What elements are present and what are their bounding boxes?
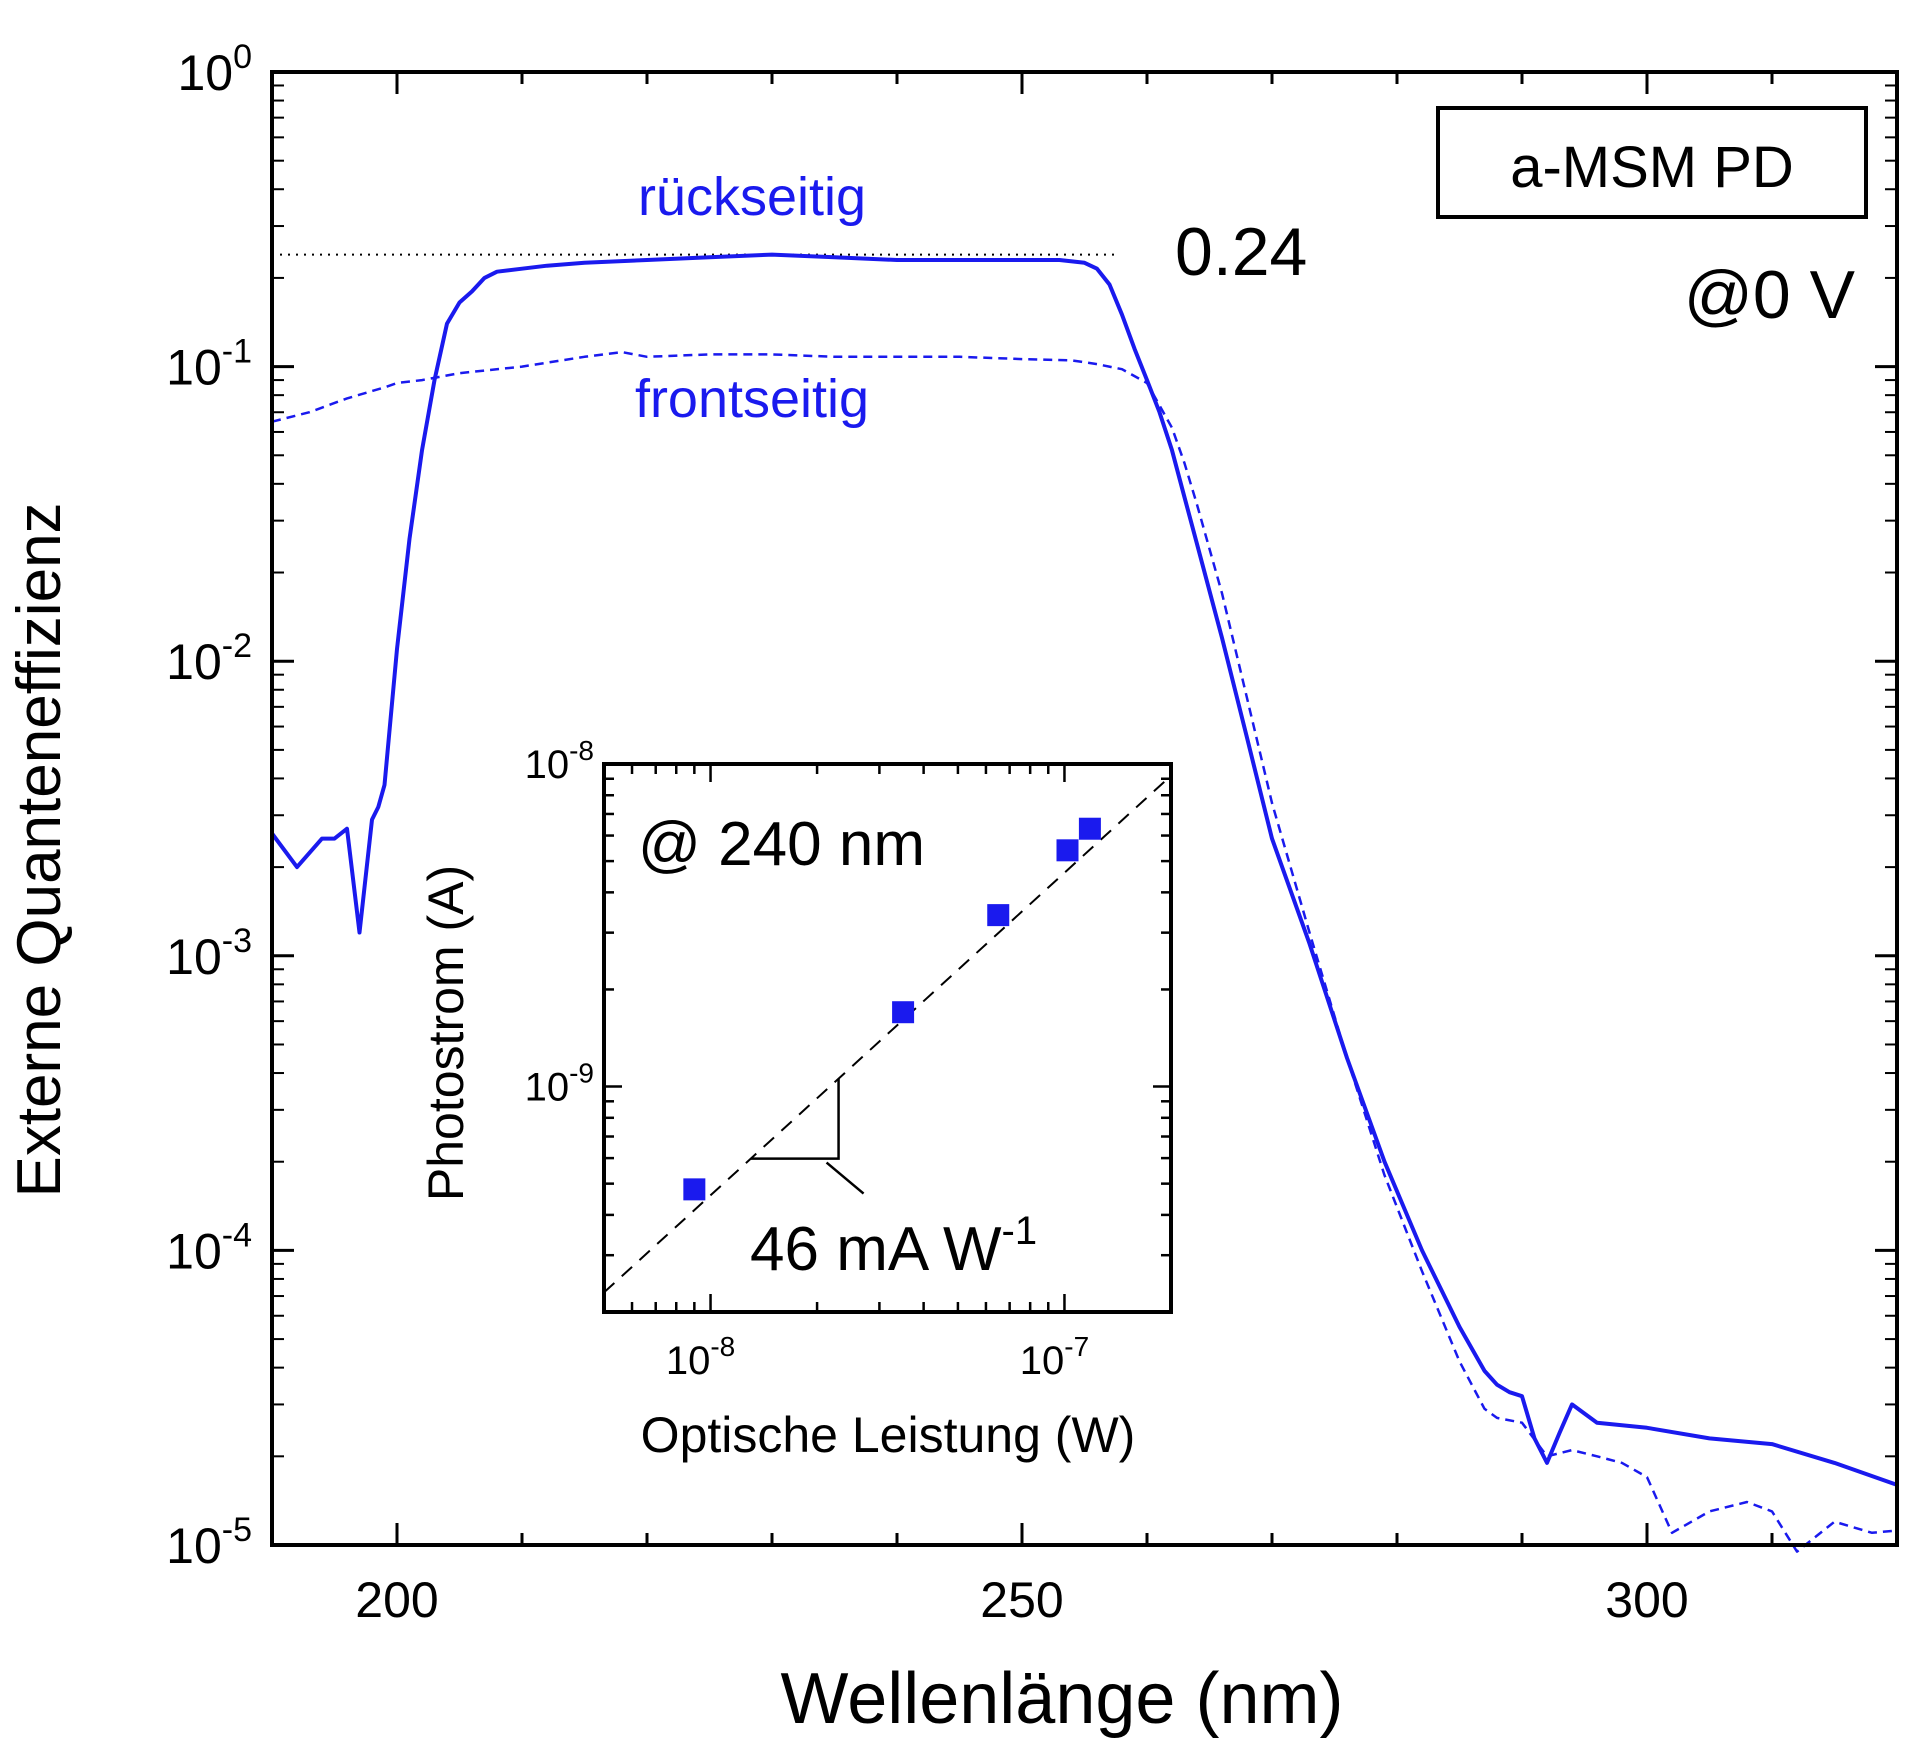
y-tick-label: 100 — [177, 38, 252, 101]
slope-label-exp: -1 — [1002, 1209, 1038, 1253]
inset-plot-frame — [602, 762, 1173, 1314]
y-axis-label: Externe Quanteneffizienz — [5, 502, 74, 1197]
inset-data-point — [683, 1178, 706, 1201]
device-legend-box: a-MSM PD — [1436, 106, 1868, 219]
x-tick-label: 200 — [355, 1572, 438, 1628]
inset-x-tick-label: 10-8 — [666, 1331, 735, 1383]
inset-data-point — [1056, 839, 1079, 862]
slope-triangle-legs — [750, 1078, 840, 1160]
slope-triangle — [750, 1078, 865, 1195]
inset-tick-labels: 10-8 10-7 10-8 10-9 — [525, 735, 1090, 1383]
bias-annotation: @0 V — [1684, 257, 1856, 333]
inset-y-tick-label: 10-8 — [525, 735, 594, 787]
series-label-frontseitig: frontseitig — [635, 369, 869, 429]
inset-condition-annotation: @ 240 nm — [638, 810, 925, 879]
inset-y-axis-label: Photostrom (A) — [418, 865, 474, 1201]
slope-leader-line — [825, 1161, 865, 1195]
inset-slope-annotation: 46 mA W-1 — [750, 1209, 1037, 1284]
x-tick-label: 300 — [1605, 1572, 1688, 1628]
inset-data-point — [987, 904, 1010, 927]
inset-fit-line — [603, 774, 1172, 1294]
main-chart: 200 250 300 100 10-1 10-2 10-3 10-4 10-5 Wellenl… — [5, 38, 1899, 1739]
inset-y-tick-label: 10-9 — [525, 1058, 594, 1110]
inset-data-point — [892, 1001, 915, 1024]
y-tick-label: 10-1 — [166, 333, 252, 396]
y-tick-label: 10-2 — [166, 627, 252, 690]
main-plot-frame — [270, 70, 1899, 1547]
series-label-rueckseitig: rückseitig — [638, 167, 866, 227]
series-line-rueckseitig — [270, 252, 1898, 1487]
y-tick-label: 10-5 — [166, 1511, 252, 1574]
inset-x-tick-label: 10-7 — [1020, 1331, 1089, 1383]
inset-points — [683, 817, 1101, 1201]
x-axis-label: Wellenlänge (nm) — [781, 1659, 1344, 1739]
slope-label-base: 46 mA W — [750, 1215, 1002, 1284]
main-tick-labels: 200 250 300 100 10-1 10-2 10-3 10-4 10-5 — [166, 38, 1689, 1628]
inset-chart: 10-8 10-7 10-8 10-9 Optische Leistung (W) P… — [418, 735, 1173, 1463]
device-box-frame — [1436, 106, 1868, 219]
x-tick-label: 250 — [980, 1572, 1063, 1628]
y-tick-label: 10-3 — [166, 922, 252, 985]
main-series — [270, 252, 1898, 1553]
inset-x-axis-label: Optische Leistung (W) — [641, 1407, 1136, 1463]
device-box-label: a-MSM PD — [1510, 135, 1794, 200]
series-line-frontseitig — [271, 350, 1898, 1553]
y-tick-label: 10-4 — [166, 1216, 252, 1279]
peak-value-annotation: 0.24 — [1175, 214, 1307, 290]
inset-data-point — [1078, 817, 1101, 840]
